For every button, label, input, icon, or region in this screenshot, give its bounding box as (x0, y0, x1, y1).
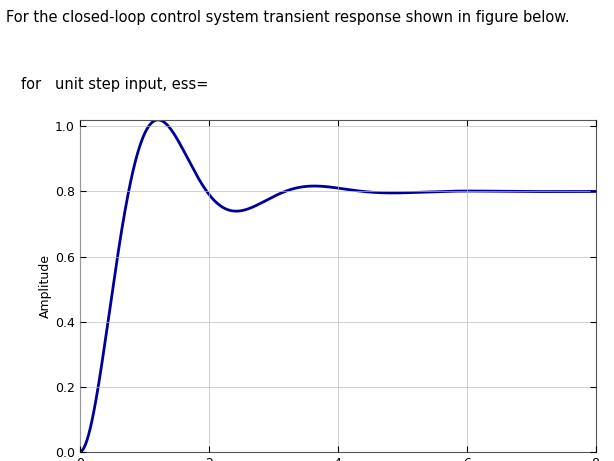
Text: for   unit step input, ess=: for unit step input, ess= (21, 77, 209, 92)
Text: For the closed-loop control system transient response shown in figure below.: For the closed-loop control system trans… (6, 10, 570, 25)
Y-axis label: Amplitude: Amplitude (39, 254, 52, 318)
